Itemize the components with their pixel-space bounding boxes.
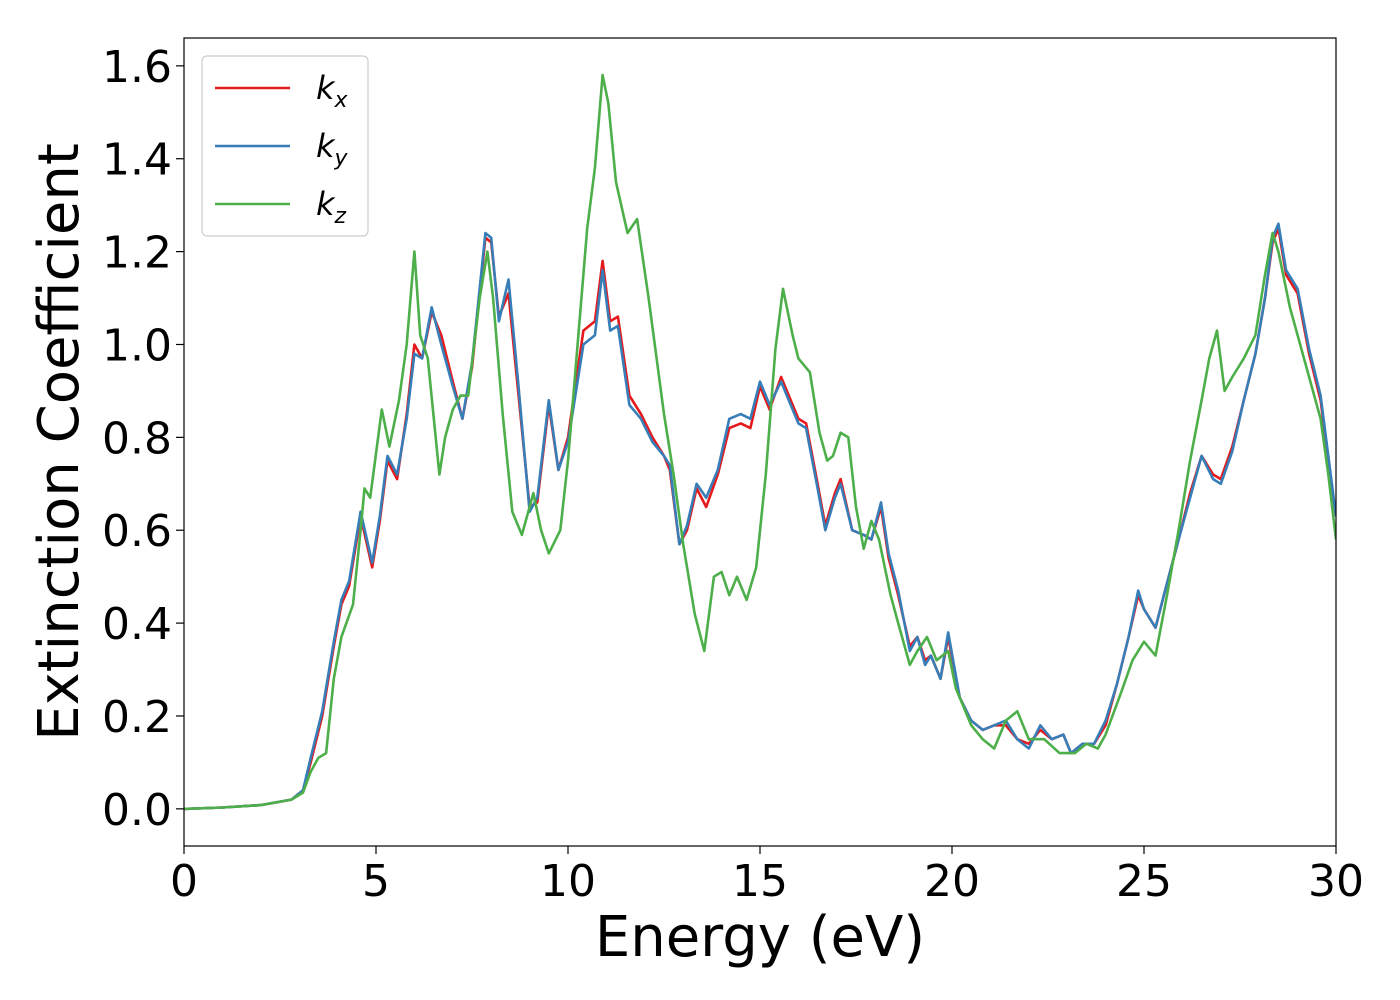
- x-tick-label: 5: [362, 856, 390, 907]
- legend-label-subscript: x: [334, 88, 349, 113]
- x-tick-label: 20: [924, 856, 980, 907]
- y-tick-label: 0.2: [102, 692, 172, 743]
- legend-label-subscript: y: [334, 146, 349, 171]
- y-tick-label: 1.6: [102, 42, 172, 93]
- legend-label-kz: kz: [316, 185, 347, 229]
- legend-label-subscript: z: [334, 204, 347, 229]
- series-line-kz: [184, 73, 1336, 811]
- y-tick-label: 0.8: [102, 413, 172, 464]
- series-line-ky: [184, 222, 1336, 811]
- y-tick-label: 0.6: [102, 506, 172, 557]
- x-tick-label: 10: [540, 856, 596, 907]
- x-tick-label: 0: [170, 856, 198, 907]
- legend-label-ky: ky: [316, 127, 349, 171]
- y-tick-label: 1.2: [102, 228, 172, 279]
- legend-label-kx: kx: [316, 69, 349, 113]
- x-tick-label: 30: [1308, 856, 1364, 907]
- y-tick-label: 1.4: [102, 135, 172, 186]
- series-layer: [184, 73, 1336, 811]
- y-tick-label: 0.0: [102, 785, 172, 836]
- legend-label-main: k: [316, 185, 336, 223]
- x-tick-label: 25: [1116, 856, 1172, 907]
- x-axis-title: Energy (eV): [595, 905, 925, 970]
- y-axis-title: Extinction Coefficient: [27, 143, 92, 741]
- y-tick-label: 1.0: [102, 320, 172, 371]
- legend-label-main: k: [316, 69, 336, 107]
- legend-label-main: k: [316, 127, 336, 165]
- x-axis: 0 5 10 15 20 25 30: [170, 846, 1364, 907]
- y-axis: 0.0 0.2 0.4 0.6 0.8 1.0 1.2 1.4 1.6: [102, 42, 184, 836]
- x-tick-label: 15: [732, 856, 788, 907]
- y-tick-label: 0.4: [102, 599, 172, 650]
